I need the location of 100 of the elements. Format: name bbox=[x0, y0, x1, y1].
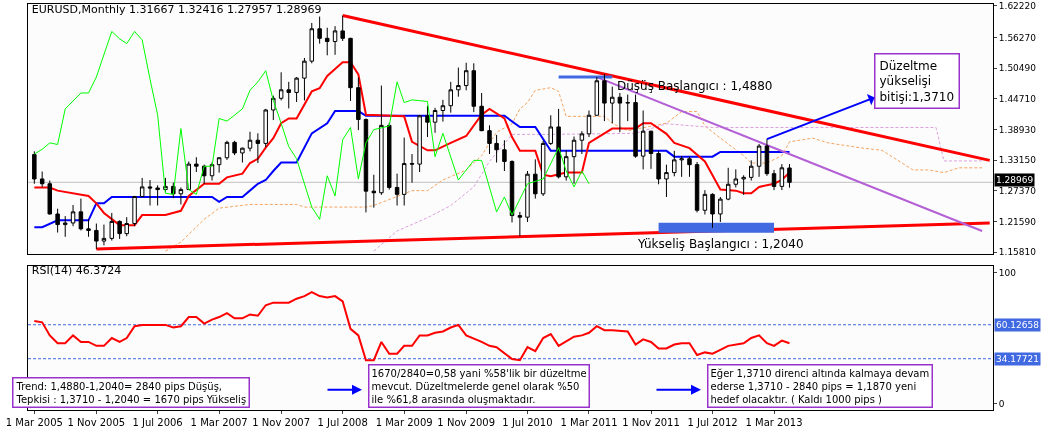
candlestick bbox=[633, 94, 638, 159]
candlestick bbox=[86, 218, 91, 238]
candlestick bbox=[62, 215, 68, 238]
candlestick bbox=[117, 219, 122, 240]
candlestick bbox=[394, 173, 400, 206]
candlestick bbox=[302, 57, 307, 101]
candlestick bbox=[471, 62, 477, 113]
candlestick bbox=[216, 156, 222, 174]
candlestick bbox=[255, 132, 261, 164]
candlestick bbox=[571, 136, 577, 185]
ref-line-label: 1.28969 bbox=[996, 175, 1034, 185]
annotation: 1670/2840=0,58 yani %58'lik bir düzeltme mevcut. Düzeltmelerde genel olarak %50 ile %61,8 arasında oluşmaktadır. bbox=[371, 367, 587, 405]
candlestick bbox=[178, 186, 184, 205]
line-series bbox=[33, 30, 590, 220]
x-tick-label: 1 Nov 2005 bbox=[67, 417, 126, 428]
y-tick-label: 100 bbox=[998, 267, 1017, 278]
candlestick bbox=[387, 122, 392, 191]
y-tick-label: 1.56270 bbox=[998, 32, 1037, 43]
candlestick bbox=[756, 143, 762, 178]
candlestick bbox=[540, 140, 546, 197]
candlestick bbox=[232, 140, 237, 156]
chart-title: EURUSD,Monthly 1.31667 1.32416 1.27957 1.28969 bbox=[31, 2, 322, 16]
x-tick-label: 1 Mar 2013 bbox=[745, 417, 803, 428]
candlestick bbox=[764, 138, 770, 177]
candlestick bbox=[664, 164, 669, 198]
candlestick bbox=[247, 131, 253, 152]
candlestick bbox=[548, 114, 553, 146]
candlestick bbox=[648, 130, 654, 170]
candlestick bbox=[718, 196, 723, 223]
candlestick bbox=[263, 108, 268, 148]
y-tick-label: 1.38930 bbox=[998, 124, 1037, 135]
candlestick bbox=[556, 108, 561, 179]
line-series bbox=[373, 123, 983, 252]
x-tick-label: 1 Mar 2009 bbox=[375, 417, 433, 428]
candlestick bbox=[617, 92, 623, 133]
y-tick-label: 1.15810 bbox=[998, 247, 1037, 258]
candlestick bbox=[733, 168, 739, 188]
line-series bbox=[33, 291, 791, 362]
candlestick bbox=[124, 216, 129, 237]
candlestick bbox=[94, 223, 99, 250]
y-tick-label: 1.44710 bbox=[998, 93, 1037, 104]
candlestick bbox=[240, 147, 245, 164]
x-tick-label: 1 Nov 2011 bbox=[622, 417, 680, 428]
candlestick bbox=[194, 156, 199, 173]
y-tick-label: 1.62220 bbox=[998, 1, 1037, 12]
candlestick bbox=[409, 153, 415, 184]
candlestick bbox=[679, 155, 684, 178]
candlestick bbox=[586, 110, 592, 138]
candlestick bbox=[771, 169, 777, 191]
annotation: Yükseliş Başlangıcı : 1,2040 bbox=[637, 237, 804, 251]
x-tick-label: 1 Mar 2007 bbox=[190, 417, 248, 428]
candlestick bbox=[39, 171, 45, 188]
candlestick bbox=[286, 81, 291, 109]
candlestick bbox=[309, 22, 315, 64]
annotation: Eğer 1,3710 direnci altında kalmaya devam ederse 1,3710 - 2840 pips = 1,1870 yeni hedef olacaktır. ( Kaldı 1000 pips ) bbox=[710, 367, 930, 405]
candlestick bbox=[132, 195, 137, 227]
annotation: Düzeltme yükselişi bitişi:1,3710 bbox=[879, 58, 955, 104]
candlestick bbox=[109, 212, 115, 242]
x-tick-label: 1 Nov 2007 bbox=[252, 417, 310, 428]
y-tick-label: 1.50490 bbox=[998, 63, 1037, 74]
annotation: Trend: 1,4880-1,2040= 2840 pips Düşüş, Tepkisi : 1,3710 - 1,2040 = 1670 pips Yükseliş bbox=[15, 380, 247, 405]
line-series bbox=[33, 110, 791, 229]
candlestick bbox=[425, 105, 430, 138]
candlestick bbox=[101, 224, 107, 246]
candlestick bbox=[47, 180, 53, 216]
candlestick bbox=[625, 94, 630, 122]
y-tick-label: 1.33150 bbox=[998, 155, 1037, 166]
candlestick bbox=[371, 174, 377, 209]
candlestick bbox=[479, 92, 484, 132]
x-tick-label: 1 Jul 2006 bbox=[132, 417, 183, 428]
candlestick bbox=[456, 67, 461, 98]
candlestick bbox=[487, 124, 492, 155]
candlestick bbox=[741, 174, 746, 196]
candlestick bbox=[517, 211, 523, 237]
candlestick bbox=[78, 198, 84, 231]
candlestick bbox=[70, 204, 76, 227]
y-tick-label: 0 bbox=[998, 398, 1005, 409]
x-tick-label: 1 Nov 2009 bbox=[437, 417, 496, 428]
candlestick bbox=[379, 85, 384, 196]
candlestick bbox=[640, 110, 646, 170]
candlestick bbox=[363, 117, 369, 213]
candlestick bbox=[656, 150, 661, 185]
candlestick bbox=[779, 163, 785, 191]
x-tick-label: 1 Mar 2005 bbox=[5, 417, 63, 428]
candlestick bbox=[525, 170, 530, 223]
y-tick-label: 1.27370 bbox=[998, 185, 1037, 196]
candlestick bbox=[463, 62, 469, 91]
candlestick bbox=[610, 86, 615, 124]
candlestick bbox=[332, 25, 338, 56]
x-tick-label: 1 Jul 2008 bbox=[317, 417, 368, 428]
candlestick bbox=[787, 163, 792, 189]
candlestick bbox=[494, 134, 499, 164]
candlestick bbox=[702, 189, 708, 216]
candlestick bbox=[710, 192, 715, 229]
candlestick bbox=[594, 76, 600, 116]
x-tick-label: 1 Mar 2011 bbox=[560, 417, 618, 428]
candlestick bbox=[139, 177, 145, 198]
candlestick bbox=[432, 107, 438, 134]
candlestick bbox=[694, 161, 700, 213]
candlestick bbox=[602, 73, 607, 122]
